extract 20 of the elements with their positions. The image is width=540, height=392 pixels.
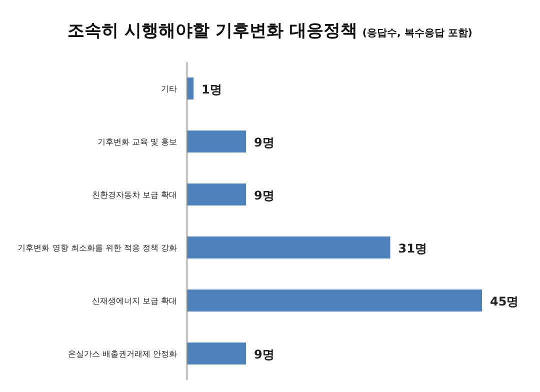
bar <box>187 130 246 152</box>
chart-title: 조속히 시행해야할 기후변화 대응정책 <box>68 21 358 41</box>
y-tick-label: 기후변화 영향 최소화를 위한 적응 정책 강화 <box>18 244 177 252</box>
y-tick-label: 기타 <box>161 84 177 94</box>
bar <box>187 184 246 206</box>
y-tick-label: 신재생에너지 보급 확대 <box>92 296 177 306</box>
y-tick-label: 기후변화 교육 및 홍보 <box>97 138 177 146</box>
data-label: 9명 <box>254 348 274 362</box>
data-label: 9명 <box>254 136 274 150</box>
data-label: 9명 <box>254 188 274 202</box>
bar <box>187 78 194 100</box>
bar <box>187 290 482 312</box>
bar <box>187 342 246 364</box>
data-label: 31명 <box>398 242 427 256</box>
data-label: 45명 <box>490 294 519 308</box>
chart-subtitle: (응답수, 복수응답 포함) <box>362 28 472 39</box>
y-tick-label: 온실가스 배출권거래제 안정화 <box>68 350 177 358</box>
data-label: 1명 <box>202 82 222 96</box>
bar <box>187 236 390 258</box>
y-tick-label: 친환경자동차 보급 확대 <box>92 190 177 200</box>
